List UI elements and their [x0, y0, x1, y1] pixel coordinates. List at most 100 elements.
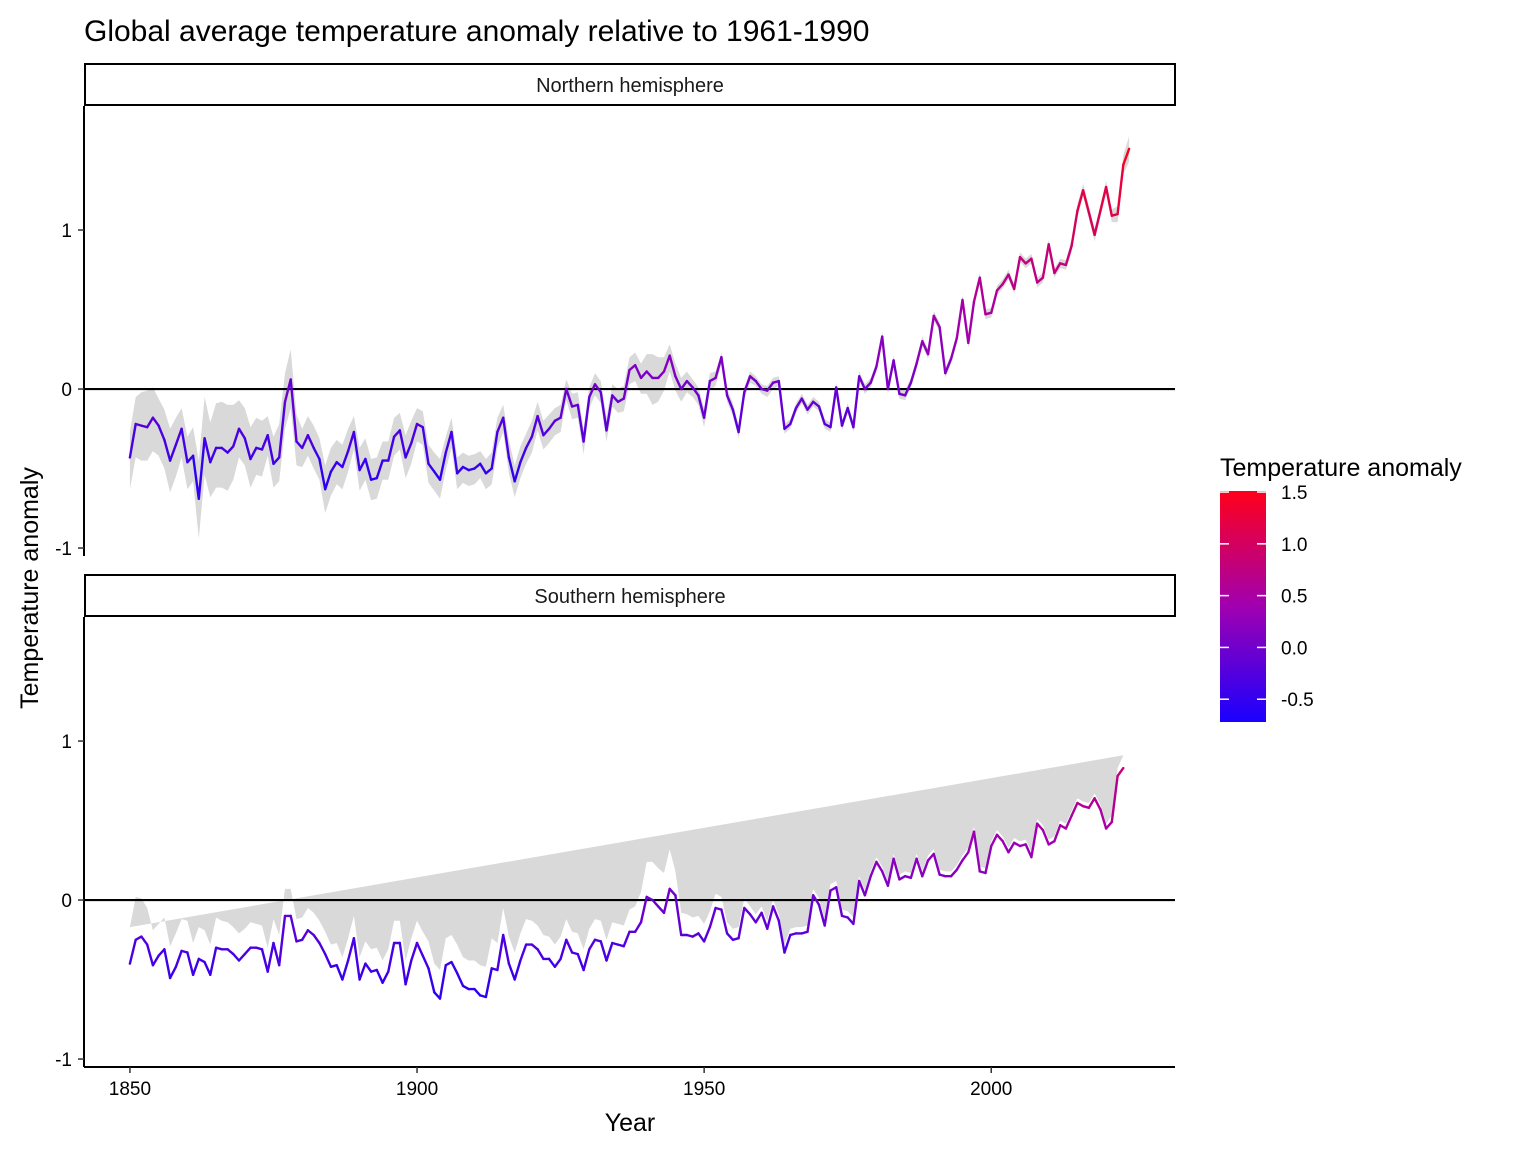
- series-segment: [404, 441, 413, 459]
- series-segment: [708, 906, 717, 929]
- x-tick-label: 1950: [683, 1079, 725, 1100]
- series-segment: [438, 964, 447, 1000]
- series-segment: [1099, 185, 1108, 213]
- series-segment: [352, 937, 361, 981]
- series-segment: [209, 946, 218, 976]
- series-segment: [553, 957, 562, 968]
- series-segment: [324, 470, 333, 491]
- series-segment: [1030, 822, 1039, 859]
- series-segment: [714, 356, 723, 380]
- series-segment: [381, 970, 390, 984]
- series-segment: [174, 949, 183, 968]
- series-segment: [547, 957, 557, 968]
- series-segment: [702, 925, 712, 943]
- plot-area-northern: -1 0 1: [55, 106, 1175, 560]
- series-segment: [289, 378, 298, 443]
- series-segment: [1053, 824, 1062, 843]
- series-segment: [967, 300, 976, 345]
- series-segment: [990, 289, 999, 314]
- series-segment: [611, 394, 620, 403]
- series-segment: [915, 857, 924, 878]
- series-segment: [777, 919, 786, 954]
- series-segment: [145, 416, 155, 429]
- series-segment: [352, 430, 361, 472]
- series-segment: [513, 959, 522, 981]
- series-segment: [128, 422, 137, 459]
- series-segment: [536, 948, 545, 961]
- series-segment: [812, 400, 821, 408]
- series-segment: [576, 403, 585, 443]
- series-segment: [456, 972, 465, 988]
- y-tick-label: -1: [55, 1050, 72, 1071]
- series-segment: [1081, 189, 1091, 214]
- y-tick-label: 1: [61, 732, 72, 753]
- series-segment: [657, 370, 666, 380]
- series-segment: [191, 454, 201, 500]
- series-segment: [881, 335, 890, 391]
- series-segment: [720, 356, 729, 397]
- confidence-ribbon: [129, 136, 1130, 539]
- series-segment: [364, 962, 373, 973]
- series-segment: [140, 935, 149, 946]
- series-segment: [1070, 209, 1079, 248]
- series-segment: [163, 948, 172, 980]
- series-segment: [565, 387, 574, 408]
- series-segment: [524, 435, 534, 450]
- series-segment: [203, 960, 212, 976]
- series-segment: [278, 914, 287, 967]
- series-segment: [863, 875, 872, 897]
- series-segment: [272, 941, 281, 967]
- series-segment: [318, 457, 327, 491]
- x-tick-label: 1900: [396, 1079, 438, 1100]
- series-segment: [697, 932, 706, 943]
- series-segment: [674, 894, 683, 937]
- y-tick-label: 1: [61, 221, 72, 242]
- series-segment: [892, 359, 901, 395]
- series-segment: [1041, 828, 1050, 846]
- series-segment: [559, 387, 568, 419]
- series-segment: [1110, 774, 1119, 824]
- x-tick-label: 2000: [970, 1079, 1012, 1100]
- series-segment: [364, 457, 373, 481]
- series-segment: [634, 364, 643, 380]
- series-segment: [260, 434, 269, 451]
- series-segment: [324, 952, 333, 968]
- series-segment: [886, 857, 895, 887]
- series-segment: [220, 446, 229, 454]
- series-segment: [243, 946, 252, 956]
- series-segment: [415, 941, 424, 957]
- series-segment: [588, 938, 597, 951]
- series-segment: [191, 957, 201, 976]
- series-segment: [858, 879, 867, 897]
- series-segment: [456, 465, 465, 475]
- legend-title: Temperature anomaly: [1220, 454, 1462, 482]
- series-segment: [410, 941, 419, 962]
- series-segment: [725, 394, 735, 411]
- series-segment: [479, 462, 488, 475]
- series-segment: [961, 298, 970, 345]
- series-segment: [346, 937, 356, 962]
- series-segment: [691, 386, 700, 397]
- series-segment: [473, 462, 482, 470]
- series-segment: [1064, 814, 1073, 830]
- series-segment: [760, 911, 769, 930]
- series-segment: [748, 913, 757, 924]
- series-segment: [1116, 163, 1125, 216]
- series-segment: [662, 354, 671, 373]
- series-segment: [421, 954, 430, 970]
- series-segment: [1093, 209, 1102, 237]
- strip-box: [84, 574, 1176, 617]
- legend-tick-label: -0.5: [1281, 690, 1314, 711]
- series-segment: [1087, 211, 1096, 237]
- series-segment: [961, 851, 970, 862]
- series-segment: [278, 400, 287, 459]
- series-segment: [335, 964, 344, 981]
- series-segment: [346, 430, 356, 453]
- legend-tick-label: 0.5: [1281, 587, 1307, 608]
- series-segment: [168, 443, 178, 462]
- series-segment: [921, 340, 930, 356]
- series-segment: [645, 370, 654, 380]
- series-segment: [1123, 0, 1129, 768]
- legend-tick-label: 1.0: [1281, 535, 1307, 556]
- series-segment: [375, 459, 384, 480]
